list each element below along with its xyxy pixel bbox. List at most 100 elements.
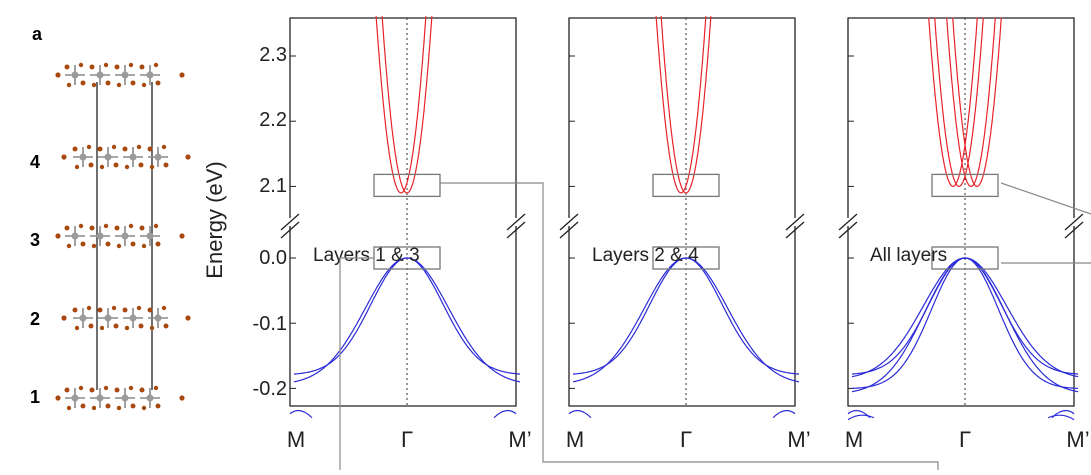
atom-halide bbox=[141, 82, 147, 88]
atom-halide bbox=[86, 144, 92, 150]
atom-metal bbox=[71, 71, 79, 79]
atom-halide bbox=[89, 225, 95, 231]
frame-upper bbox=[568, 17, 796, 218]
atom-metal bbox=[121, 232, 129, 240]
deep-band-left bbox=[847, 409, 871, 419]
atom-halide bbox=[103, 385, 109, 391]
axis-break-mark bbox=[280, 213, 300, 231]
atom-metal bbox=[146, 71, 154, 79]
atom-halide bbox=[139, 64, 145, 70]
atom-halide bbox=[136, 305, 142, 311]
atom-halide bbox=[80, 80, 86, 86]
atom-halide bbox=[138, 323, 144, 329]
atom-halide bbox=[99, 325, 105, 331]
atom-metal bbox=[96, 232, 104, 240]
atom-halide bbox=[111, 144, 117, 150]
atom-halide bbox=[155, 241, 161, 247]
atom-halide bbox=[130, 241, 136, 247]
x-tick-gamma-panel-2: Γ bbox=[680, 427, 692, 452]
y-tick-minus-0.1: -0.1 bbox=[253, 313, 287, 335]
atom-metal bbox=[79, 153, 87, 161]
atom-halide bbox=[163, 162, 169, 168]
connector-cbm-all-layers bbox=[1000, 182, 1091, 215]
frame-lower bbox=[568, 226, 796, 407]
atom-halide bbox=[139, 387, 145, 393]
axis-break-mark bbox=[506, 221, 526, 239]
zoom-box-cbm bbox=[931, 173, 999, 198]
atom-halide bbox=[80, 403, 86, 409]
frame-lower bbox=[847, 226, 1075, 407]
axis-break-mark bbox=[838, 213, 858, 231]
atom-halide bbox=[153, 62, 159, 68]
axis-break-mark bbox=[1064, 213, 1084, 231]
atom-halide bbox=[128, 62, 134, 68]
valence-band-2 bbox=[572, 257, 800, 383]
atom-metal bbox=[96, 394, 104, 402]
atom-halide bbox=[114, 225, 120, 231]
atom-halide bbox=[147, 146, 153, 152]
layer-number-2: 2 bbox=[30, 309, 40, 329]
atom-halide bbox=[141, 405, 147, 411]
conduction-band-2 bbox=[655, 16, 707, 194]
atom-halide bbox=[66, 82, 72, 88]
atom-end bbox=[185, 154, 191, 160]
atom-end bbox=[179, 72, 185, 78]
panel-letter: a bbox=[32, 24, 43, 44]
conduction-band-4 bbox=[952, 17, 1002, 188]
x-tick-M-panel-1: M bbox=[287, 427, 305, 452]
conduction-band-1 bbox=[934, 17, 984, 188]
atom-end bbox=[55, 233, 61, 239]
layer-number-1: 1 bbox=[30, 387, 40, 407]
atom-halide bbox=[103, 62, 109, 68]
atom-end bbox=[61, 154, 67, 160]
atom-end bbox=[55, 395, 61, 401]
atom-halide bbox=[161, 305, 167, 311]
connector-vbm-layers-1-3 bbox=[339, 257, 374, 470]
atom-halide bbox=[72, 307, 78, 313]
atom-metal bbox=[129, 153, 137, 161]
conduction-band-2 bbox=[946, 17, 996, 188]
axis-break-mark bbox=[559, 213, 579, 231]
atom-halide bbox=[130, 403, 136, 409]
frame-upper bbox=[289, 17, 517, 218]
x-tick-M-prime-panel-1: M’ bbox=[508, 427, 531, 452]
deep-band-right bbox=[772, 409, 796, 419]
atom-halide bbox=[155, 403, 161, 409]
atom-halide bbox=[111, 305, 117, 311]
atom-halide bbox=[78, 223, 84, 229]
atom-halide bbox=[64, 387, 70, 393]
atom-halide bbox=[88, 162, 94, 168]
deep-band-left bbox=[289, 409, 313, 419]
band-panel-layers-1-3 bbox=[280, 16, 526, 419]
atom-halide bbox=[122, 307, 128, 313]
atom-halide bbox=[149, 325, 155, 331]
atom-metal bbox=[154, 314, 162, 322]
zoom-box-vbm bbox=[652, 246, 720, 270]
crystal-structure bbox=[55, 62, 191, 411]
atom-halide bbox=[103, 223, 109, 229]
atom-halide bbox=[105, 241, 111, 247]
valence-band-1 bbox=[851, 257, 1079, 375]
axis-break-mark bbox=[506, 213, 526, 231]
atom-halide bbox=[91, 405, 97, 411]
atom-halide bbox=[91, 82, 97, 88]
atom-halide bbox=[124, 164, 130, 170]
atom-halide bbox=[147, 307, 153, 313]
y-axis-label: Energy (eV) bbox=[202, 161, 227, 278]
atom-halide bbox=[139, 225, 145, 231]
deep-band-left bbox=[568, 409, 592, 419]
y-tick-2.1: 2.1 bbox=[259, 175, 287, 197]
atom-halide bbox=[128, 385, 134, 391]
x-tick-M-panel-3: M bbox=[845, 427, 863, 452]
atom-halide bbox=[72, 146, 78, 152]
atom-halide bbox=[153, 385, 159, 391]
atom-halide bbox=[113, 323, 119, 329]
atom-metal bbox=[121, 71, 129, 79]
y-tick-0.0: 0.0 bbox=[259, 247, 287, 269]
atom-halide bbox=[161, 144, 167, 150]
atom-halide bbox=[74, 164, 80, 170]
atom-halide bbox=[163, 323, 169, 329]
atom-halide bbox=[153, 223, 159, 229]
band-panel-all-layers bbox=[838, 17, 1084, 421]
